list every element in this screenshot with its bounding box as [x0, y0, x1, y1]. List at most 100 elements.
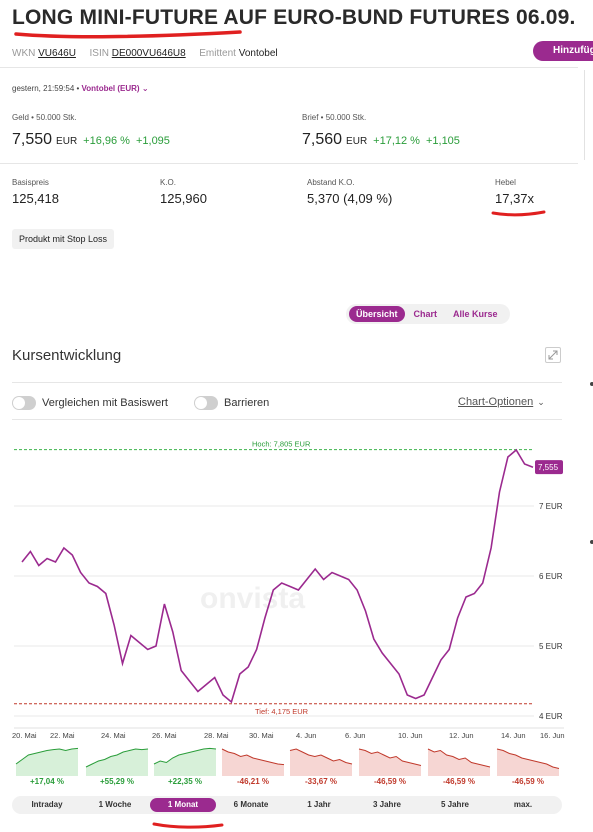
identifiers: WKN VU646U ISIN DE000VU646U8 Emittent Vo… [12, 48, 278, 59]
x-tick-label: 26. Mai [152, 731, 177, 740]
divider [584, 70, 585, 160]
low-label: Tief: 4,175 EUR [255, 707, 309, 716]
period-performance-label: -46,59 % [512, 777, 544, 786]
period-sparkline-line [496, 748, 560, 769]
y-tick-label: 7 EUR [539, 502, 563, 511]
ask-quote: 7,560 EUR +17,12 % +1,105 [302, 131, 466, 149]
period-sparkline-line [289, 748, 353, 765]
barriers-toggle-label: Barrieren [224, 397, 270, 409]
exchange-label: Vontobel (EUR) [81, 84, 140, 93]
x-tick-label: 24. Mai [101, 731, 126, 740]
divider [12, 382, 562, 383]
period-performance-label: -46,59 % [374, 777, 406, 786]
period-sparkline-area [359, 749, 421, 776]
watermark: onvista [200, 582, 305, 615]
section-title: Kursentwicklung [12, 347, 122, 364]
range-option[interactable]: 1 Monat [150, 798, 216, 812]
issuer-label: Emittent [199, 48, 236, 59]
bid-currency: EUR [56, 136, 78, 147]
x-tick-label: 12. Jun [449, 731, 474, 740]
range-option[interactable]: 5 Jahre [440, 800, 470, 809]
tab-overview[interactable]: Übersicht [349, 306, 405, 322]
y-tick-label: 4 EUR [539, 712, 563, 721]
x-tick-label: 30. Mai [249, 731, 274, 740]
divider [12, 419, 562, 420]
keyfact-label: Basispreis [12, 178, 49, 187]
keyfact-value: 125,960 [160, 191, 207, 206]
chart-options-label: Chart-Optionen [458, 396, 534, 408]
range-option[interactable]: 1 Woche [98, 800, 132, 809]
issuer-value: Vontobel [238, 48, 278, 59]
period-performance-label: -46,21 % [237, 777, 269, 786]
range-option[interactable]: 1 Jahr [307, 800, 331, 809]
x-tick-label: 28. Mai [204, 731, 229, 740]
bid-quote: 7,550 EUR +16,96 % +1,095 [12, 131, 176, 149]
period-sparkline-line [15, 747, 79, 765]
add-to-watchlist-button[interactable]: Hinzufüg [533, 41, 593, 61]
range-option[interactable]: Intraday [31, 800, 63, 809]
chart-options-dropdown[interactable]: Chart-Optionen ⌄ [458, 396, 545, 408]
last-price-badge [535, 460, 563, 475]
x-tick-label: 16. Jun [540, 731, 565, 740]
range-option[interactable]: 3 Jahre [372, 800, 402, 809]
wkn-label: WKN [12, 48, 36, 59]
red-underline-annotation [152, 822, 224, 829]
exchange-selector[interactable]: Vontobel (EUR) ⌄ [82, 84, 149, 93]
keyfact-value: 5,370 (4,09 %) [307, 191, 393, 206]
keyfact-label: Hebel [495, 178, 516, 187]
wkn-value[interactable]: VU646U [38, 48, 76, 59]
barriers-toggle[interactable] [194, 396, 218, 410]
expand-icon[interactable] [545, 347, 561, 363]
bid-label: Geld • 50.000 Stk. [12, 113, 77, 122]
chevron-down-icon: ⌄ [537, 397, 545, 407]
keyfact-value-leverage: 17,37x [495, 191, 535, 206]
isin-label: ISIN [89, 48, 109, 59]
period-sparkline-area [16, 748, 78, 776]
period-performance-label: +55,29 % [100, 777, 134, 786]
price-chart[interactable]: 4 EUR 5 EUR 6 EUR 7 EUR onvista Hoch: 7,805 E… [0, 428, 580, 790]
period-performance-label: -33,67 % [305, 777, 337, 786]
ask-value: 7,560 [302, 131, 343, 148]
y-tick-label: 6 EUR [539, 572, 563, 581]
chevron-down-icon: ⌄ [141, 84, 149, 93]
range-option[interactable]: 6 Monate [233, 800, 269, 809]
period-sparkline-line [427, 748, 491, 768]
page-title: LONG MINI-FUTURE AUF EURO-BUND FUTURES 0… [12, 6, 576, 29]
x-tick-label: 4. Jun [296, 731, 316, 740]
tab-all-quotes[interactable]: Alle Kurse [453, 309, 498, 319]
time-range-selector: Intraday 1 Woche 1 Monat 6 Monate 1 Jahr 3 Ja… [12, 796, 562, 814]
tab-chart[interactable]: Chart [413, 309, 438, 319]
ask-currency: EUR [346, 136, 368, 147]
y-tick-label: 5 EUR [539, 642, 563, 651]
compare-toggle[interactable] [12, 396, 36, 410]
timestamp-text: gestern, 21:59:54 • [12, 84, 80, 93]
x-tick-label: 14. Jun [501, 731, 526, 740]
x-tick-label: 20. Mai [12, 731, 37, 740]
period-performance-label: -46,59 % [443, 777, 475, 786]
isin-value[interactable]: DE000VU646U8 [111, 48, 186, 59]
period-sparkline-line [358, 748, 422, 766]
ask-change-abs: +1,105 [425, 135, 460, 147]
quote-timestamp: gestern, 21:59:54 • Vontobel (EUR) ⌄ [12, 84, 149, 93]
red-underline-annotation [491, 210, 546, 217]
last-price-label: 7,555 [538, 463, 559, 472]
stoploss-button[interactable]: Produkt mit Stop Loss [12, 229, 115, 249]
side-indicator [590, 382, 593, 386]
keyfact-label: Abstand K.O. [307, 178, 355, 187]
x-tick-label: 22. Mai [50, 731, 75, 740]
range-option[interactable]: max. [513, 800, 533, 809]
price-series-line [21, 448, 534, 704]
ask-label: Brief • 50.000 Stk. [302, 113, 367, 122]
divider [0, 163, 578, 164]
period-sparkline-line [221, 748, 285, 766]
compare-toggle-label: Vergleichen mit Basiswert [42, 397, 168, 409]
ask-change-pct: +17,12 % [373, 135, 420, 147]
bid-change-abs: +1,095 [135, 135, 170, 147]
divider [0, 67, 578, 68]
period-sparkline-area [497, 749, 559, 776]
side-indicator [590, 540, 593, 544]
period-performance-label: +17,04 % [30, 777, 64, 786]
period-sparkline-area [86, 749, 148, 776]
period-sparkline-line [85, 748, 149, 768]
high-label: Hoch: 7,805 EUR [252, 440, 311, 449]
